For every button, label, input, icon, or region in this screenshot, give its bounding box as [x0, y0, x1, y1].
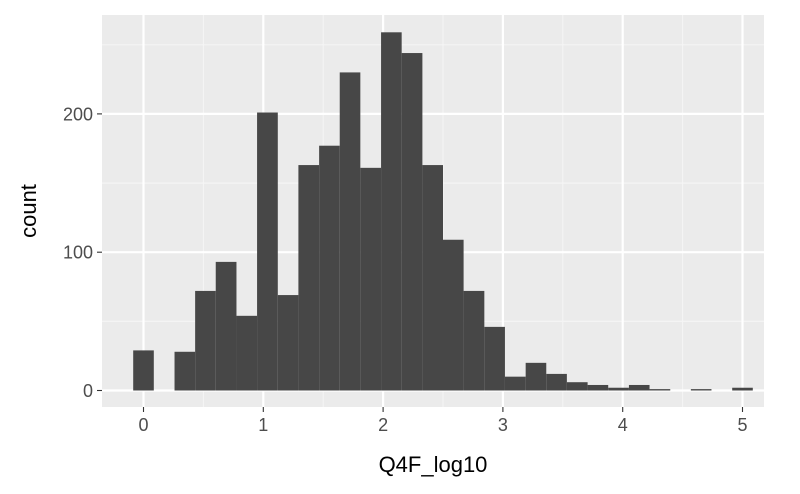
histogram-bar [133, 350, 154, 391]
histogram-bar [566, 382, 588, 391]
histogram-bars [133, 32, 753, 391]
y-tick-label: 100 [63, 243, 93, 263]
histogram-bar [422, 165, 443, 391]
histogram-bar [360, 167, 382, 391]
y-axis-ticks: 0 100 200 [63, 104, 102, 401]
x-tick-label: 5 [737, 415, 747, 435]
x-axis-ticks: 0 1 2 3 4 5 [138, 407, 748, 435]
histogram-bar [443, 239, 464, 391]
histogram-bar [732, 387, 753, 391]
histogram-bar [463, 290, 485, 391]
x-tick-label: 2 [378, 415, 388, 435]
x-tick-label: 4 [618, 415, 628, 435]
histogram-bar [298, 165, 320, 391]
histogram-bar [504, 376, 526, 391]
histogram-bar [277, 295, 299, 391]
histogram-bar [236, 315, 258, 391]
x-tick-label: 0 [138, 415, 148, 435]
y-axis-title: count [16, 184, 41, 238]
histogram-bar [608, 387, 629, 391]
histogram-bar [319, 145, 340, 391]
x-axis-title: Q4F_log10 [379, 452, 488, 477]
histogram-bar [484, 326, 505, 391]
histogram-bar [381, 32, 402, 391]
histogram-bar [339, 72, 361, 391]
histogram-bar [546, 373, 567, 391]
histogram-bar [649, 389, 671, 391]
histogram-bar [628, 384, 650, 391]
histogram-bar [215, 261, 237, 391]
y-tick-label: 200 [63, 104, 93, 124]
histogram-bar [525, 362, 547, 391]
histogram-bar [587, 384, 609, 391]
histogram-bar [401, 53, 423, 391]
y-tick-label: 0 [83, 381, 93, 401]
x-tick-label: 3 [498, 415, 508, 435]
histogram-bar [195, 290, 216, 391]
histogram-bar [257, 112, 278, 391]
histogram-bar [174, 351, 196, 391]
histogram-bar [690, 389, 712, 391]
x-tick-label: 1 [258, 415, 268, 435]
